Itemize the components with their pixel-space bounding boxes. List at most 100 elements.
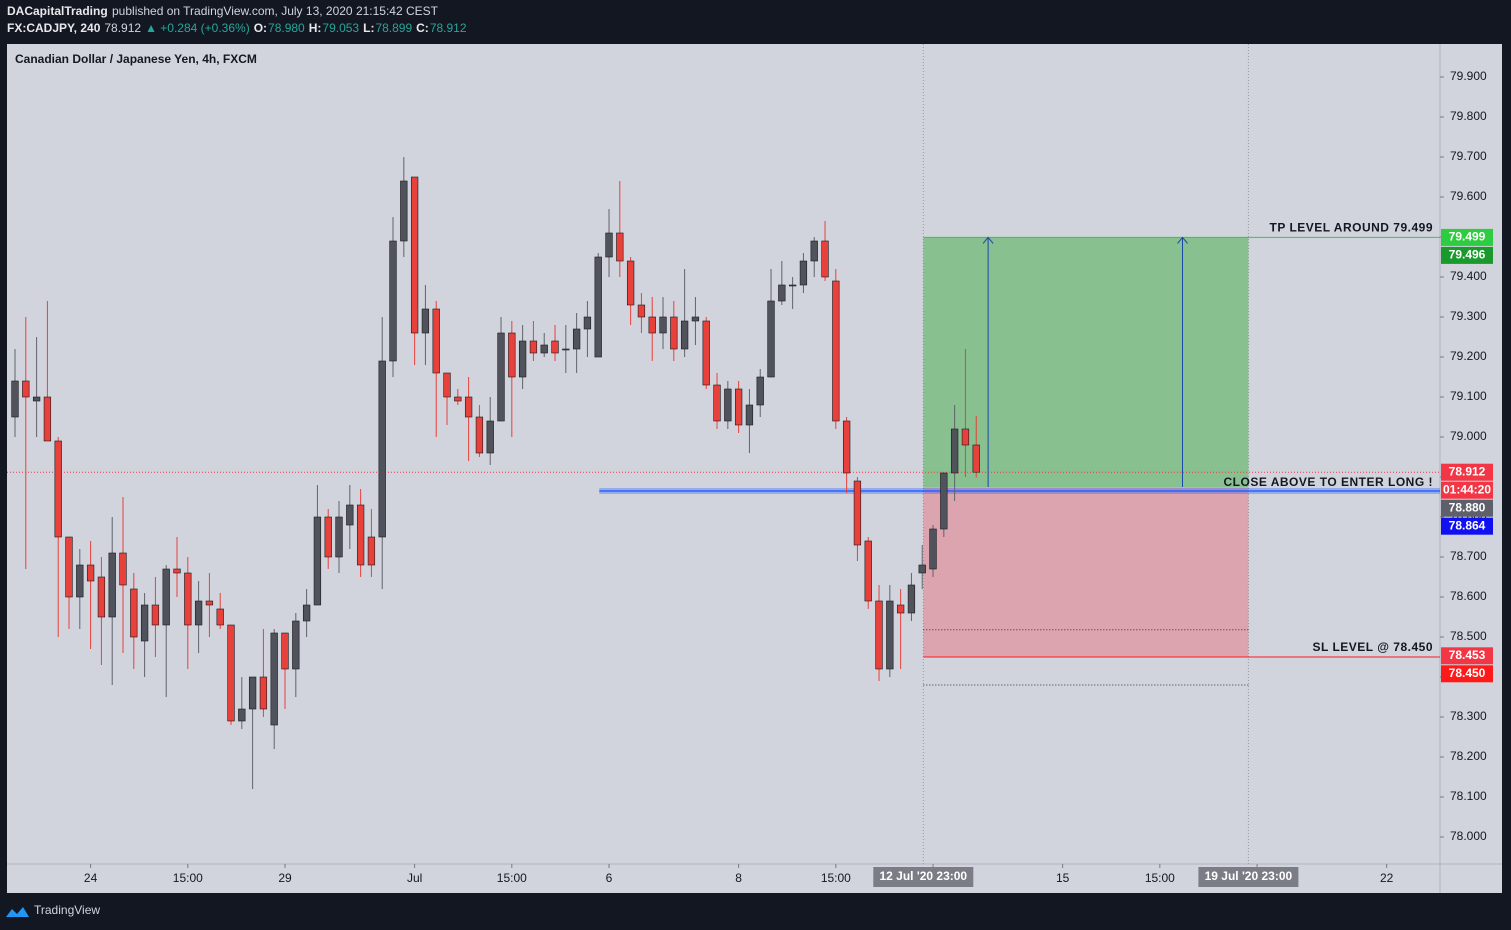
header-text: 78.980 xyxy=(268,21,305,35)
chart-title: Canadian Dollar / Japanese Yen, 4h, FXCM xyxy=(15,52,257,66)
candle-body xyxy=(216,608,224,626)
chart-panel xyxy=(7,44,1502,893)
candle-body xyxy=(907,584,916,614)
candle-body xyxy=(788,284,797,287)
candle-body xyxy=(713,384,721,422)
candle-body xyxy=(853,480,862,546)
y-tick-label: 78.500 xyxy=(1450,629,1487,643)
price-label: 79.496 xyxy=(1449,248,1486,262)
y-tick-label: 79.100 xyxy=(1450,389,1487,403)
candle-body xyxy=(659,316,667,334)
x-tick-label: 15:00 xyxy=(173,871,203,885)
y-tick-label: 78.200 xyxy=(1450,749,1487,763)
candle-body xyxy=(227,624,235,722)
candle-body xyxy=(162,568,170,626)
candle-body xyxy=(745,404,754,426)
candle-body xyxy=(799,260,808,286)
loss-zone xyxy=(923,487,1249,657)
price-label: 78.864 xyxy=(1449,518,1486,532)
x-tick-label: 22 xyxy=(1380,871,1394,885)
y-tick-label: 79.600 xyxy=(1450,189,1487,203)
header-text: FX:CADJPY, 240 xyxy=(7,21,101,35)
y-tick-label: 78.300 xyxy=(1450,709,1487,723)
brand: TradingView xyxy=(34,903,100,917)
candle-body xyxy=(378,360,386,538)
price-label: 78.453 xyxy=(1449,648,1486,662)
header-text: ▲ +0.284 (+0.36%) xyxy=(145,21,250,35)
candle-body xyxy=(194,600,203,626)
candle-body xyxy=(270,632,278,726)
x-tick-label: Jul xyxy=(407,871,422,885)
price-label-box xyxy=(1441,517,1493,535)
header-text: 78.912 xyxy=(430,21,467,35)
candle-body xyxy=(680,320,689,350)
candle-body xyxy=(259,676,268,710)
header-text: O: xyxy=(254,21,267,35)
candle-body xyxy=(410,176,419,334)
x-tick-label: 15:00 xyxy=(1145,871,1175,885)
candle-body xyxy=(43,396,52,442)
candle-body xyxy=(54,440,62,538)
time-highlight-label: 19 Jul '20 23:00 xyxy=(1205,869,1293,883)
header-text: H: xyxy=(309,21,322,35)
candle-body xyxy=(864,540,872,602)
candle-body xyxy=(454,396,462,402)
candle-body xyxy=(130,588,138,638)
y-tick-label: 78.100 xyxy=(1450,789,1487,803)
candle-body xyxy=(637,304,646,318)
candle-body xyxy=(724,388,732,422)
y-tick-label: 78.700 xyxy=(1450,549,1487,563)
profit-zone xyxy=(923,237,1249,487)
candle-body xyxy=(918,564,926,574)
price-label-box xyxy=(1441,647,1493,665)
candle-body xyxy=(886,600,894,670)
candle-body xyxy=(464,396,473,418)
candle-body xyxy=(281,632,289,670)
candle-body xyxy=(508,332,516,378)
candle-body xyxy=(626,260,635,306)
y-tick-label: 79.200 xyxy=(1450,349,1487,363)
y-tick-label: 78.000 xyxy=(1450,829,1487,843)
candle-body xyxy=(875,600,883,670)
candle-body xyxy=(421,308,430,334)
candle-body xyxy=(810,240,818,262)
tp-arrow-head xyxy=(982,236,994,244)
candle-body xyxy=(173,568,181,574)
candle-body xyxy=(972,444,980,473)
candle-body xyxy=(205,600,214,606)
candle-body xyxy=(551,340,559,354)
candle-body xyxy=(389,240,397,362)
publisher: DACapitalTrading xyxy=(7,4,108,18)
candle-body xyxy=(518,340,527,378)
time-highlight-box xyxy=(1198,867,1299,887)
candle-body xyxy=(313,516,322,606)
price-label: 01:44:20 xyxy=(1443,482,1491,496)
candle-body xyxy=(594,256,602,358)
symbol-line: FX:CADJPY, 240 78.912 ▲ +0.284 (+0.36%) O: 7… xyxy=(7,21,467,35)
candle-body xyxy=(432,308,440,374)
price-label-box xyxy=(1441,246,1493,264)
candle-body xyxy=(400,180,408,242)
header-text: 79.053 xyxy=(322,21,359,35)
price-label: 79.499 xyxy=(1449,230,1486,244)
candle-body xyxy=(572,328,581,350)
y-tick-label: 79.300 xyxy=(1450,309,1487,323)
y-tick-label: 79.000 xyxy=(1450,429,1487,443)
candle-body xyxy=(734,388,743,426)
x-tick-label: 29 xyxy=(278,871,292,885)
candle-body xyxy=(648,316,656,334)
candle-body xyxy=(184,572,192,626)
candle-body xyxy=(756,376,764,406)
candle-body xyxy=(292,620,300,670)
x-tick-label: 24 xyxy=(84,871,98,885)
header-text: 78.912 xyxy=(104,21,141,35)
candle-body xyxy=(367,536,376,566)
candle-body xyxy=(76,564,84,598)
candle-body xyxy=(22,380,30,398)
candle-body xyxy=(583,316,592,330)
header-text: C: xyxy=(416,21,429,35)
x-tick-label: 15:00 xyxy=(497,871,527,885)
price-label-box xyxy=(1441,481,1493,499)
candle-body xyxy=(475,416,484,454)
